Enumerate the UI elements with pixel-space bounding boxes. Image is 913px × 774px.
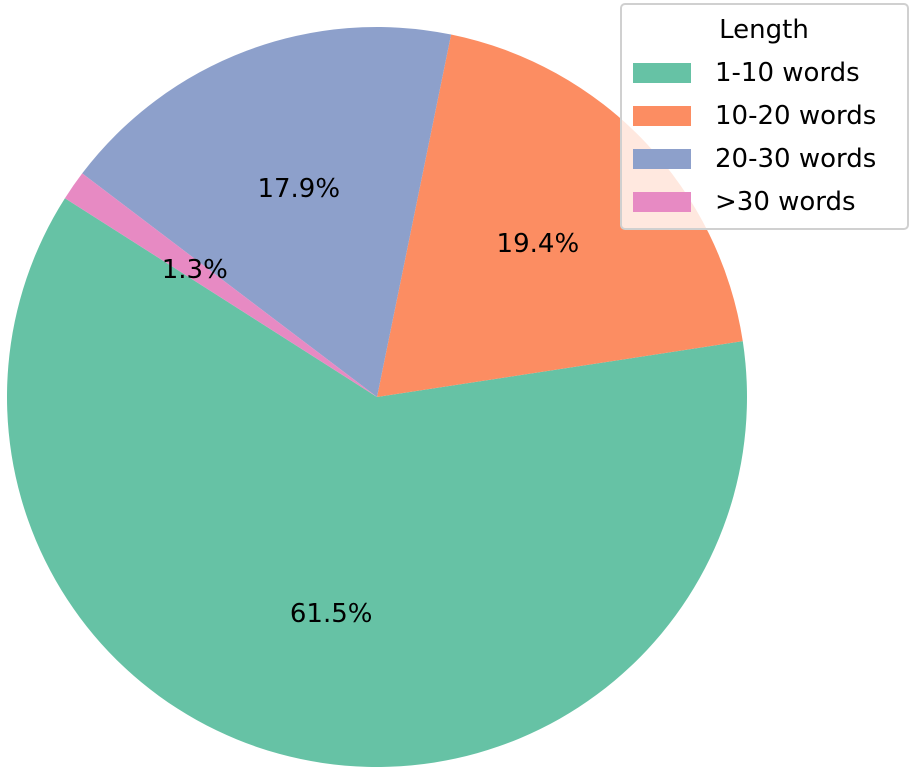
legend-swatch bbox=[633, 192, 691, 212]
pie-slice-10-20-words bbox=[377, 34, 743, 398]
pie-slice-1-10-words bbox=[6, 198, 748, 767]
legend-label: >30 words bbox=[715, 187, 856, 217]
pie-slices bbox=[6, 27, 748, 767]
legend-label: 20-30 words bbox=[715, 144, 876, 174]
legend-label: 10-20 words bbox=[715, 101, 876, 131]
legend-swatch bbox=[633, 149, 691, 169]
legend-items: 1-10 words 10-20 words 20-30 words >30 word… bbox=[633, 58, 876, 217]
legend-swatch bbox=[633, 106, 691, 126]
slice-labels: 61.5% 19.4% 17.9% 1.3% bbox=[162, 174, 579, 629]
slice-percent-label: 19.4% bbox=[497, 229, 580, 259]
legend-title: Length bbox=[719, 15, 809, 45]
legend-swatch bbox=[633, 63, 691, 83]
slice-percent-label: 17.9% bbox=[257, 174, 340, 204]
slice-percent-label: 1.3% bbox=[162, 255, 228, 285]
slice-percent-label: 61.5% bbox=[290, 599, 373, 629]
legend-frame bbox=[620, 3, 909, 230]
pie-slice-20-30-words bbox=[82, 27, 452, 398]
pie-slice-30-words bbox=[64, 173, 378, 397]
legend-label: 1-10 words bbox=[715, 58, 860, 88]
legend: Length 1-10 words 10-20 words 20-30 words >… bbox=[620, 3, 909, 230]
